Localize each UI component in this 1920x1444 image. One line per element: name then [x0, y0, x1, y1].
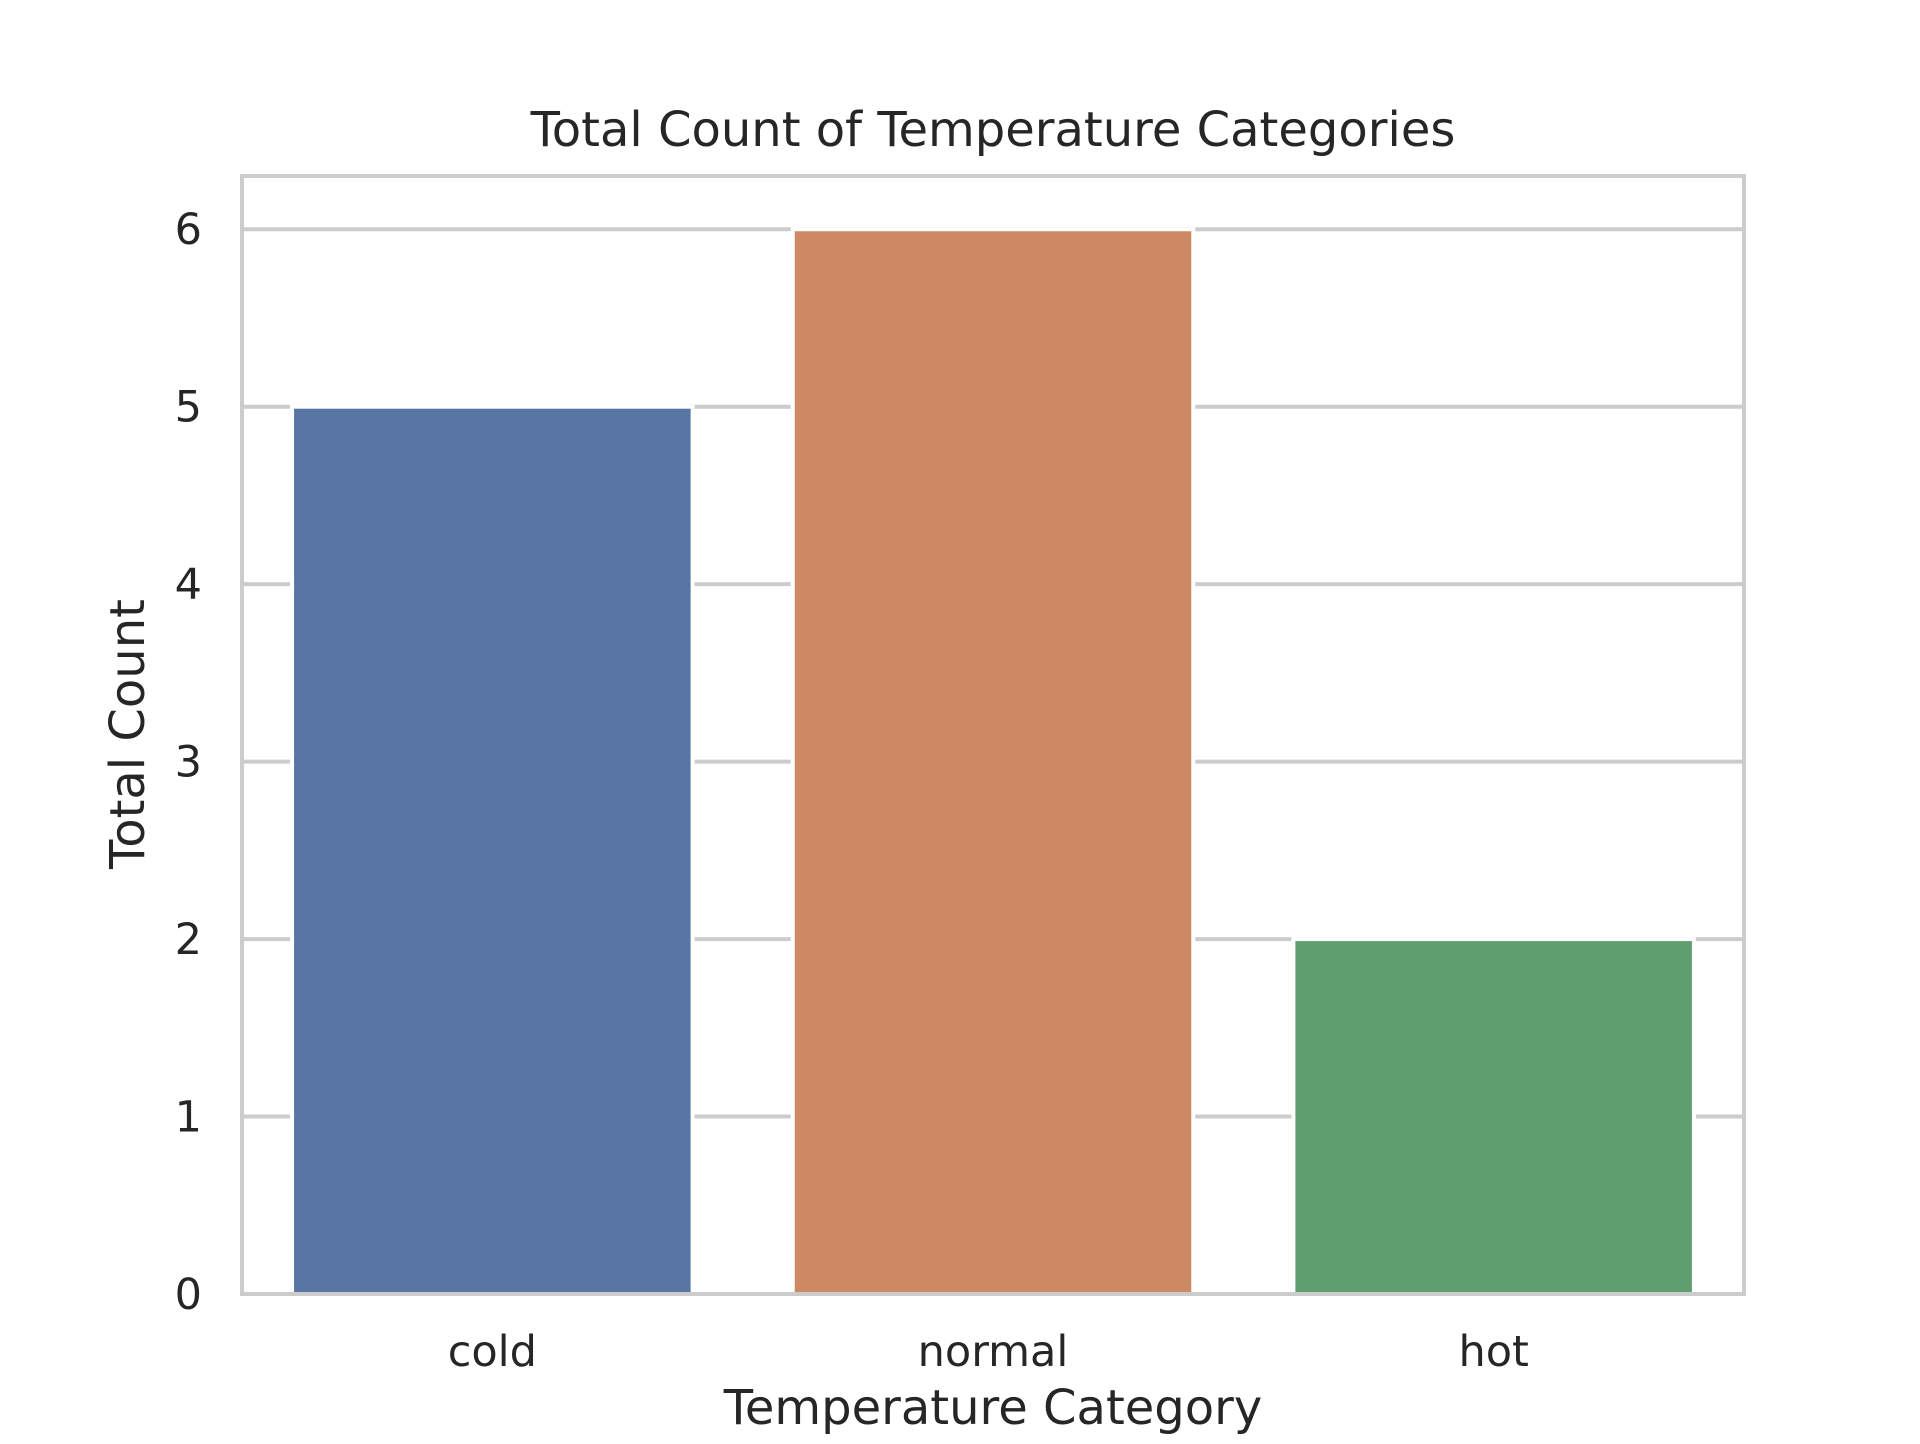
plot-frame	[240, 174, 1746, 1296]
x-tick-labels: cold normal hot	[448, 1327, 1529, 1377]
bar-hot	[1291, 937, 1696, 1296]
y-tick-label: 6	[175, 205, 202, 255]
x-axis-label: Temperature Category	[723, 1380, 1263, 1436]
x-tick-label-normal: normal	[918, 1327, 1069, 1377]
y-tick-label: 2	[175, 915, 202, 965]
y-tick-labels: 0 1 2 3 4 5 6	[175, 205, 202, 1320]
y-axis-label: Total Count	[100, 599, 156, 870]
bar-normal	[790, 227, 1196, 1297]
y-tick-label: 4	[175, 560, 202, 610]
y-tick-label: 1	[175, 1093, 202, 1143]
x-tick-label-cold: cold	[448, 1327, 537, 1377]
y-tick-label: 0	[175, 1270, 202, 1320]
x-tick-label-hot: hot	[1458, 1327, 1528, 1377]
bar-cold	[290, 404, 695, 1296]
bars	[290, 227, 1696, 1297]
chart-title: Total Count of Temperature Categories	[530, 102, 1456, 158]
y-tick-label: 5	[175, 383, 202, 433]
y-tick-label: 3	[175, 738, 202, 788]
